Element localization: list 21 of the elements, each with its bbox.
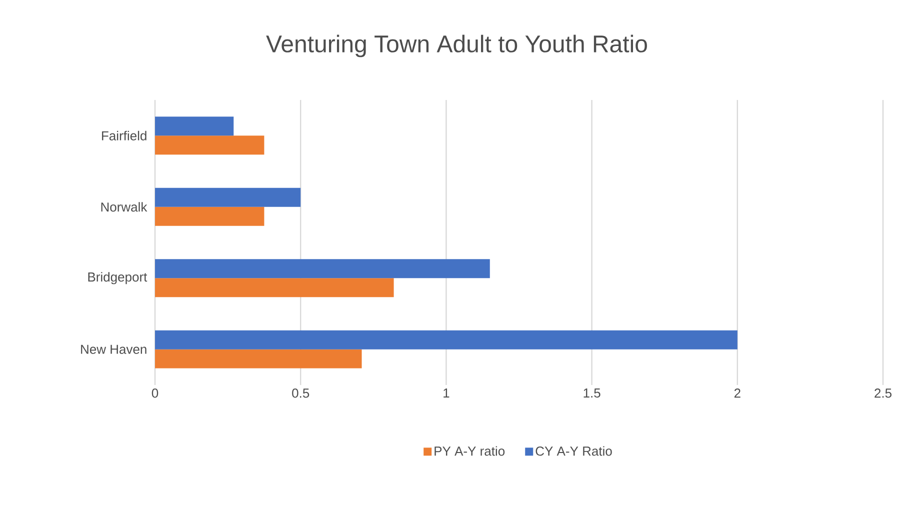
- bar: [155, 259, 490, 278]
- legend-label: PY A-Y ratio: [434, 446, 505, 456]
- legend-label: CY A-Y Ratio: [536, 446, 612, 456]
- y-tick-label: Fairfield: [102, 130, 146, 140]
- x-tick-label: 1.5: [584, 388, 600, 398]
- chart-title: Venturing Town Adult to Youth Ratio: [266, 34, 647, 58]
- bar: [155, 188, 301, 207]
- bar: [155, 136, 264, 155]
- bar: [155, 278, 394, 298]
- x-tick-label: 1: [444, 388, 450, 398]
- y-tick-label: Norwalk: [101, 202, 148, 212]
- bar: [155, 116, 234, 136]
- x-tick-label: 0: [152, 388, 158, 398]
- y-tick-label: New Haven: [81, 344, 146, 354]
- y-tick-label: Bridgeport: [88, 272, 148, 284]
- x-tick-label: 2: [734, 388, 740, 398]
- bar: [155, 330, 738, 350]
- x-tick-label: 2.5: [874, 388, 892, 398]
- bar: [155, 349, 362, 368]
- bar: [155, 206, 264, 226]
- x-tick-label: 0.5: [292, 388, 310, 398]
